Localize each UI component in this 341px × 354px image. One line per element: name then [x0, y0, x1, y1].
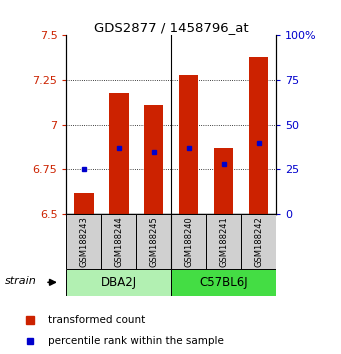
Bar: [214, 148, 233, 214]
Bar: [144, 105, 163, 214]
Bar: [241, 214, 276, 269]
Bar: [249, 57, 268, 214]
Text: C57BL6J: C57BL6J: [199, 276, 248, 289]
Text: GSM188244: GSM188244: [115, 216, 123, 267]
Bar: [74, 193, 93, 214]
Bar: [171, 269, 276, 296]
Bar: [179, 75, 198, 214]
Bar: [206, 214, 241, 269]
Bar: [171, 214, 206, 269]
Text: GSM188240: GSM188240: [184, 216, 193, 267]
Text: strain: strain: [5, 276, 37, 286]
Text: transformed count: transformed count: [48, 315, 146, 325]
Text: GSM188242: GSM188242: [254, 216, 263, 267]
Text: DBA2J: DBA2J: [101, 276, 137, 289]
Bar: [109, 93, 129, 214]
Bar: [136, 214, 172, 269]
Text: GSM188245: GSM188245: [149, 216, 158, 267]
Text: percentile rank within the sample: percentile rank within the sample: [48, 336, 224, 346]
Text: GSM188241: GSM188241: [219, 216, 228, 267]
Bar: [66, 214, 102, 269]
Bar: [102, 214, 136, 269]
Title: GDS2877 / 1458796_at: GDS2877 / 1458796_at: [94, 21, 249, 34]
Text: GSM188243: GSM188243: [79, 216, 88, 267]
Bar: [66, 269, 172, 296]
